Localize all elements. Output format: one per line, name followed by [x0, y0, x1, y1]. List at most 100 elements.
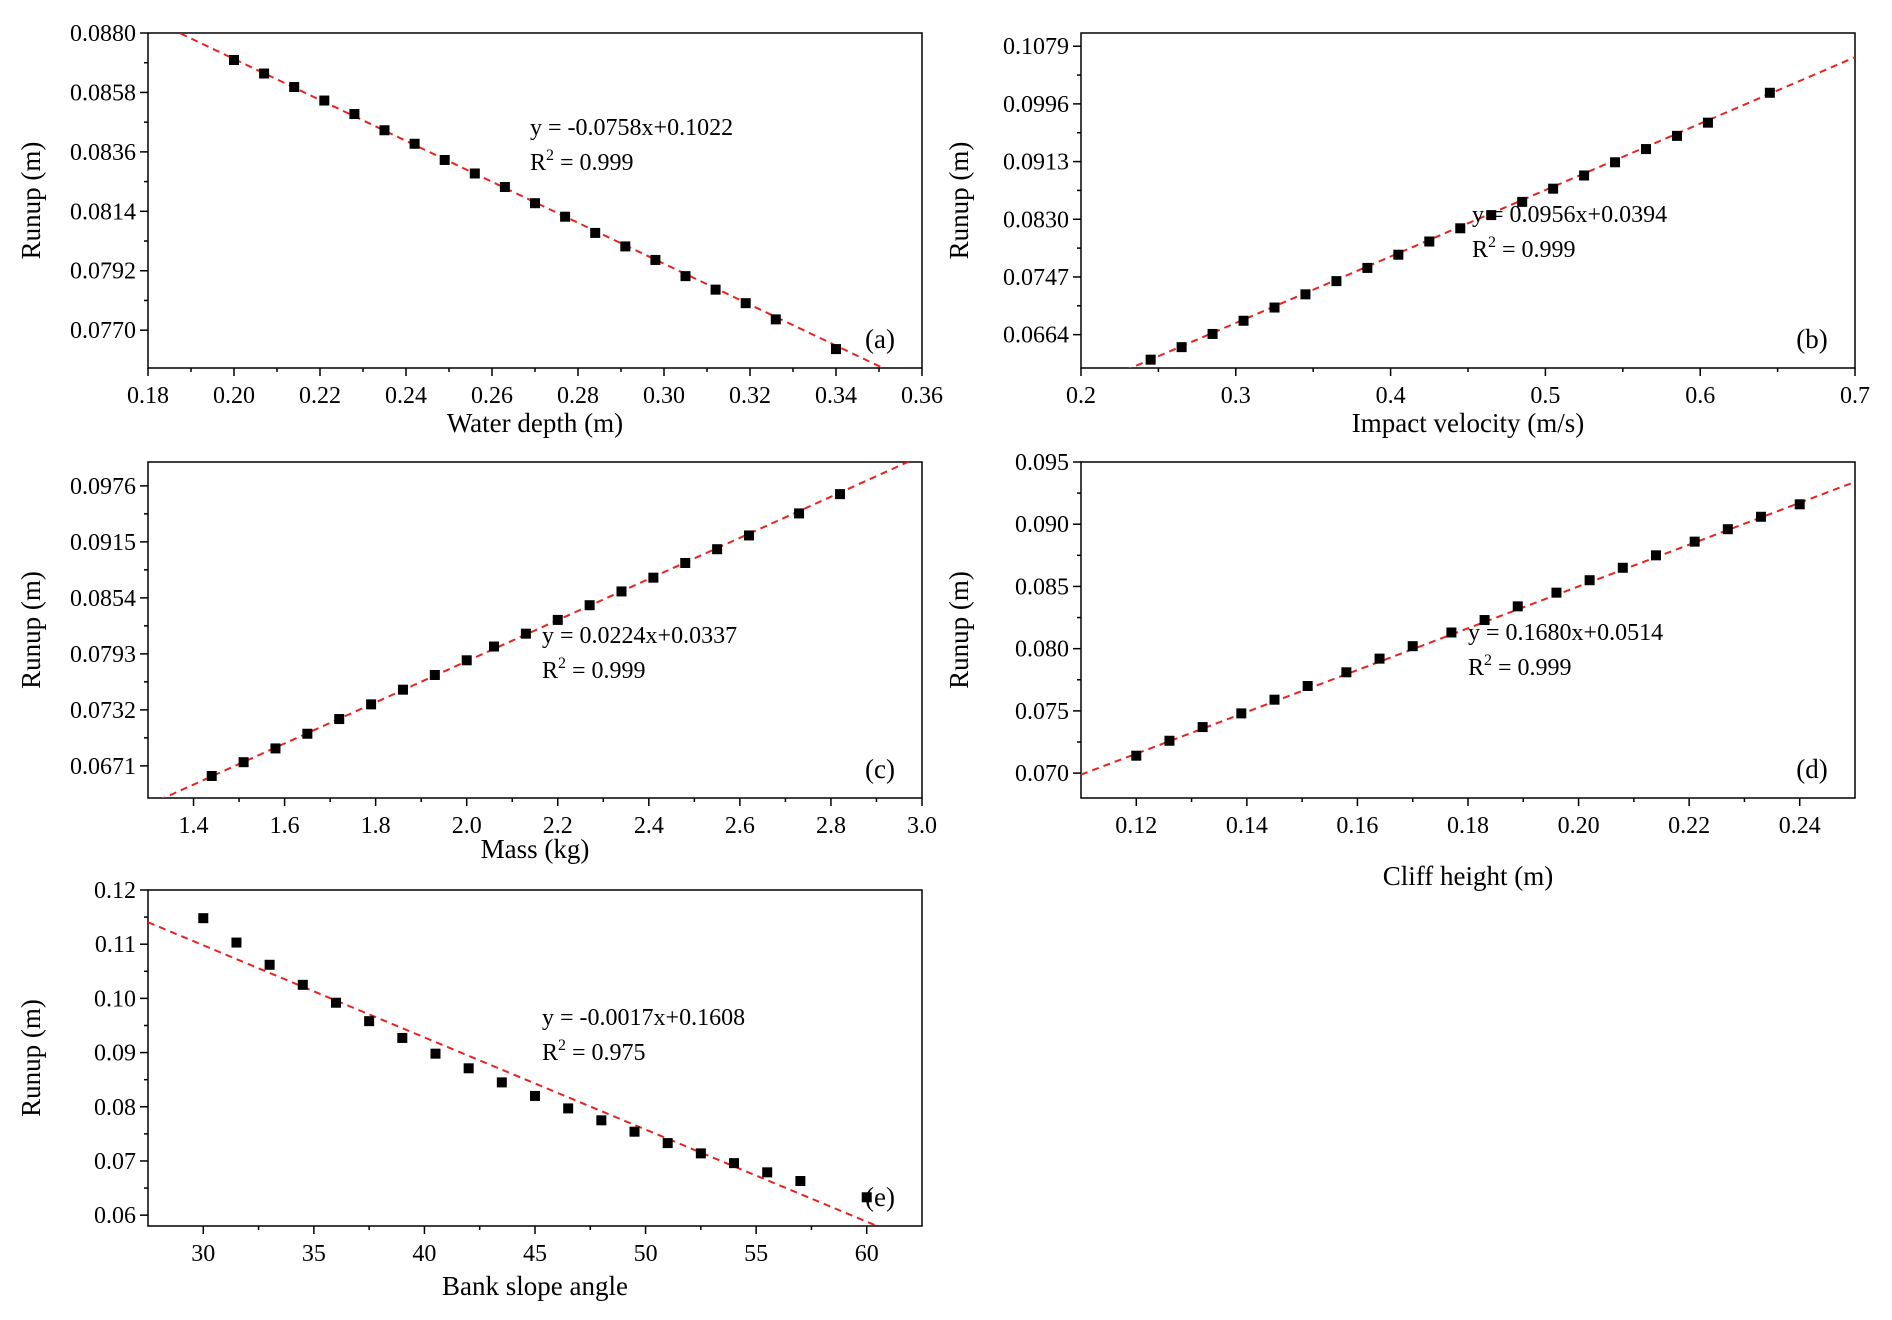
x-tick-label: 0.32 [729, 383, 771, 409]
data-point [1764, 87, 1775, 98]
y-tick-label: 0.0836 [70, 140, 136, 166]
x-tick-label: 0.24 [1779, 813, 1821, 839]
data-point [259, 68, 270, 79]
data-point [439, 154, 450, 165]
r2-value: = 0.999 [1496, 237, 1576, 263]
data-point [334, 714, 345, 725]
fit-r-squared: R2 = 0.999 [542, 655, 646, 684]
x-tick-label: 0.12 [1115, 813, 1157, 839]
data-point [366, 699, 377, 710]
data-point [616, 586, 627, 597]
x-tick-label: 0.22 [299, 383, 341, 409]
data-point [563, 1103, 574, 1114]
y-tick-label: 0.0913 [1003, 150, 1069, 176]
x-tick-label: 0.14 [1226, 813, 1268, 839]
y-tick-label: 0.0814 [70, 199, 136, 225]
data-point [409, 138, 420, 149]
data-point [1756, 511, 1767, 522]
panel-b: 0.2 0.3 0.4 0.5 0.6 0.7 0.0664 0.0747 0.0830 0.09… [944, 32, 1870, 438]
data-point [1671, 130, 1682, 141]
x-tick-label: 0.28 [557, 383, 599, 409]
data-point [831, 344, 841, 355]
x-tick-label: 2.4 [634, 813, 664, 839]
data-point [1145, 354, 1156, 365]
x-tick-label: 0.20 [213, 383, 255, 409]
data-point [1548, 183, 1559, 194]
panel-tag: (d) [1796, 754, 1827, 784]
data-point [1610, 157, 1621, 168]
data-point [620, 241, 631, 252]
y-tick-label: 0.0830 [1003, 207, 1069, 233]
r2-letter: R [542, 658, 558, 684]
data-point [461, 655, 472, 666]
x-tick-label: 0.24 [385, 383, 427, 409]
data-point [596, 1115, 607, 1126]
data-point [835, 489, 846, 500]
data-point [1238, 315, 1249, 326]
data-point [397, 1032, 408, 1043]
data-point [520, 628, 531, 639]
r2-value: = 0.999 [1492, 655, 1572, 681]
data-point [429, 669, 440, 680]
data-point [1302, 681, 1313, 691]
data-point [740, 298, 751, 309]
y-tick-label: 0.080 [1015, 637, 1069, 663]
data-point [1650, 550, 1661, 561]
r2-letter: R [542, 1040, 558, 1066]
panel-tag: (e) [865, 1182, 895, 1212]
y-tick-label: 0.06 [94, 1203, 136, 1229]
x-tick-label: 0.26 [471, 383, 513, 409]
x-tick-label: 0.18 [1447, 813, 1489, 839]
data-point [552, 614, 563, 625]
x-tick-label: 1.4 [179, 813, 209, 839]
data-point [1176, 342, 1187, 353]
x-tick-label: 3.0 [907, 813, 937, 839]
data-point [762, 1167, 773, 1178]
data-point [1207, 328, 1218, 339]
y-tick-label: 0.0915 [70, 530, 136, 556]
y-tick-label: 0.10 [94, 986, 136, 1012]
x-tick-label: 0.16 [1336, 813, 1378, 839]
data-point [712, 544, 723, 555]
y-tick-label: 0.08 [94, 1095, 136, 1121]
data-point [1300, 289, 1311, 300]
y-tick-label: 0.075 [1015, 699, 1069, 725]
data-point [206, 770, 217, 781]
fit-r-squared: R2 = 0.975 [542, 1037, 646, 1066]
data-point [650, 254, 661, 265]
panel-tag: (c) [865, 754, 895, 784]
x-tick-label: 0.7 [1840, 383, 1870, 409]
data-point [1393, 249, 1404, 260]
y-tick-label: 0.0747 [1003, 265, 1069, 291]
plot-frame [147, 889, 923, 1227]
fit-r-squared: R2 = 0.999 [1472, 234, 1576, 263]
data-point [530, 198, 540, 209]
y-tick-label: 0.0732 [70, 698, 136, 724]
panel-d: 0.12 0.14 0.16 0.18 0.20 0.22 0.24 0.070 0.075 0.… [944, 450, 1856, 891]
fit-equation: y = 0.0956x+0.0394 [1472, 202, 1667, 228]
x-axis-label: Water depth (m) [447, 408, 623, 438]
panel-a: 0.18 0.20 0.22 0.24 0.26 0.28 0.30 0.32 0.34 0.36… [16, 21, 943, 438]
data-point [1341, 667, 1352, 678]
data-point [695, 1148, 706, 1159]
data-point [364, 1016, 375, 1027]
y-tick-label: 0.0770 [70, 318, 136, 344]
y-tick-label: 0.07 [94, 1149, 136, 1175]
r2-value: = 0.999 [554, 150, 634, 176]
fit-r-squared: R2 = 0.999 [530, 147, 634, 176]
data-point [229, 55, 239, 66]
data-point [379, 125, 390, 136]
y-axis-label: Runup (m) [16, 142, 46, 260]
x-tick-label: 40 [412, 1241, 436, 1267]
data-point [1641, 144, 1652, 155]
x-tick-label: 2.6 [725, 813, 755, 839]
data-point [861, 1192, 872, 1203]
plot-frame [1080, 32, 1856, 369]
x-tick-label: 0.5 [1530, 383, 1560, 409]
x-tick-label: 0.34 [815, 383, 857, 409]
data-point [1424, 236, 1435, 247]
r2-superscript: 2 [1484, 652, 1492, 669]
y-tick-label: 0.0976 [70, 474, 136, 500]
data-point [1269, 302, 1280, 313]
data-point [397, 684, 408, 695]
